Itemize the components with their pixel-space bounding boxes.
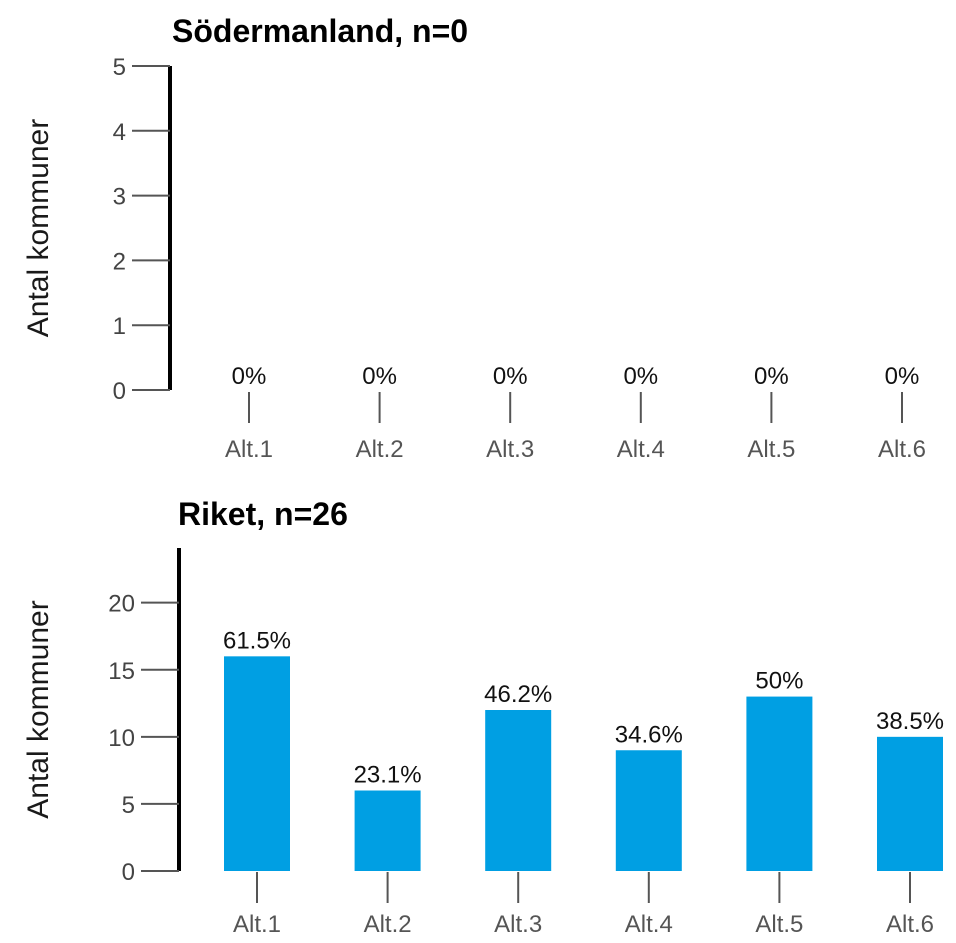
y-tick-label: 2 [113, 248, 126, 275]
y-tick-label: 10 [108, 725, 135, 752]
data-label: 0% [754, 363, 789, 390]
bar [224, 656, 290, 871]
y-axis-label: Antal kommuner [22, 600, 55, 818]
x-tick-label: Alt.6 [886, 911, 934, 938]
y-tick-label: 20 [108, 591, 135, 618]
y-tick-label: 1 [113, 313, 126, 340]
bar [877, 736, 943, 871]
y-tick-label: 0 [113, 378, 126, 405]
x-tick-label: Alt.5 [755, 911, 803, 938]
x-tick-label: Alt.5 [747, 436, 795, 463]
bar [746, 696, 813, 871]
bar [615, 750, 682, 871]
x-tick-label: Alt.2 [356, 436, 404, 463]
data-label: 46.2% [484, 681, 552, 708]
data-label: 61.5% [223, 627, 291, 654]
x-tick-label: Alt.4 [625, 911, 673, 938]
data-label: 38.5% [876, 708, 944, 735]
y-tick-label: 4 [113, 119, 126, 146]
data-label: 0% [362, 363, 397, 390]
bar [485, 710, 552, 871]
x-tick-label: Alt.2 [364, 911, 412, 938]
chart-title: Riket, n=26 [178, 496, 348, 532]
x-tick-label: Alt.4 [617, 436, 665, 463]
y-tick-label: 15 [108, 658, 135, 685]
x-tick-label: Alt.3 [486, 436, 534, 463]
x-tick-label: Alt.1 [225, 436, 273, 463]
data-label: 0% [623, 363, 658, 390]
bar [354, 790, 421, 871]
y-tick-label: 5 [113, 54, 126, 81]
x-tick-label: Alt.3 [494, 911, 542, 938]
data-label: 0% [493, 363, 528, 390]
y-tick-label: 3 [113, 184, 126, 211]
x-tick-label: Alt.1 [233, 911, 281, 938]
data-label: 34.6% [615, 721, 683, 748]
y-axis-label: Antal kommuner [22, 119, 55, 337]
y-tick-label: 0 [122, 859, 135, 886]
y-tick-label: 5 [122, 792, 135, 819]
data-label: 23.1% [354, 762, 422, 789]
chart-title: Södermanland, n=0 [172, 13, 468, 49]
data-label: 0% [885, 363, 920, 390]
x-tick-label: Alt.6 [878, 436, 926, 463]
data-label: 50% [755, 668, 803, 695]
data-label: 0% [232, 363, 267, 390]
